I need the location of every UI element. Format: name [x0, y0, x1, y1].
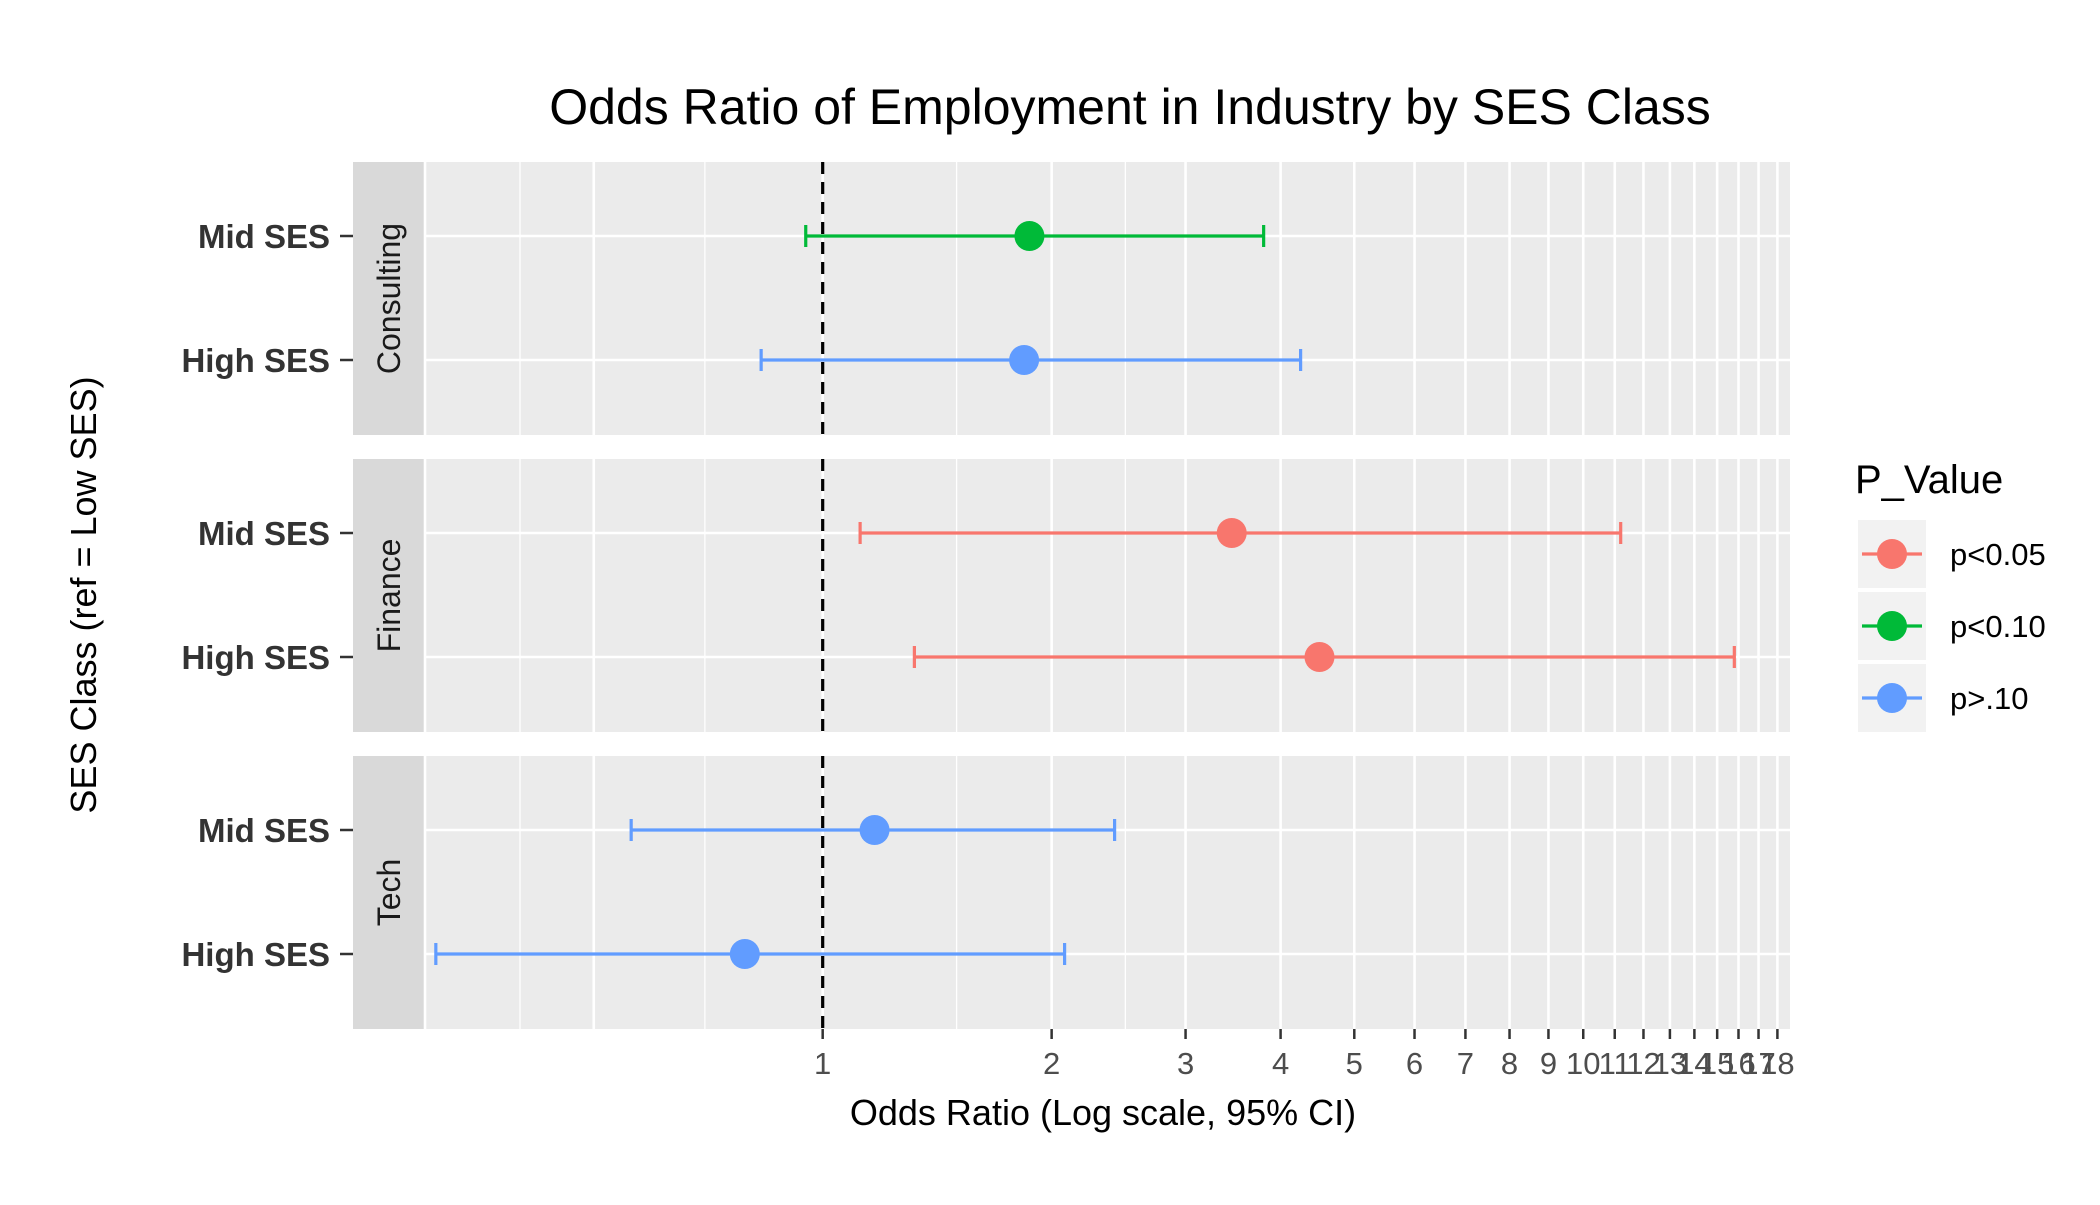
- legend-entry: p<0.05: [1858, 520, 2046, 588]
- odds-ratio-point: [1014, 221, 1045, 251]
- x-tick-label: 16: [1721, 1046, 1755, 1081]
- legend-key-point: [1877, 611, 1907, 641]
- chart-title: Odds Ratio of Employment in Industry by …: [549, 79, 1711, 135]
- odds-ratio-point: [1304, 642, 1335, 672]
- panels-layer: Consulting Mid SES High SES Finance Mid SES H…: [181, 162, 1790, 1029]
- x-tick-label: 15: [1700, 1046, 1734, 1081]
- panel-strip-label: Finance: [371, 539, 407, 653]
- x-tick-label: 11: [1599, 1046, 1631, 1081]
- odds-ratio-point: [729, 939, 760, 969]
- x-tick-label: 17: [1741, 1046, 1775, 1081]
- legend-label: p<0.05: [1950, 537, 2046, 572]
- panel-consulting: Consulting Mid SES High SES: [181, 162, 1790, 435]
- y-tick-label: High SES: [181, 639, 330, 676]
- y-tick-label: Mid SES: [198, 218, 330, 255]
- x-tick-label: 13: [1653, 1046, 1687, 1081]
- odds-ratio-point: [859, 815, 890, 845]
- y-tick-label: High SES: [181, 936, 330, 973]
- panel-tech: Tech Mid SES High SES: [181, 756, 1790, 1029]
- panel-strip-label: Consulting: [371, 223, 407, 374]
- x-tick-label: 14: [1677, 1046, 1711, 1081]
- legend-entry: p<0.10: [1858, 592, 2046, 660]
- odds-ratio-point: [1216, 518, 1247, 548]
- y-tick-label: Mid SES: [198, 812, 330, 849]
- legend-key-point: [1877, 539, 1907, 569]
- y-tick-label: Mid SES: [198, 515, 330, 552]
- legend-entry: p>.10: [1858, 664, 2028, 732]
- legend-title: P_Value: [1855, 458, 2003, 502]
- legend-label: p<0.10: [1950, 609, 2046, 644]
- panel-background: [425, 162, 1790, 435]
- x-tick-label: 12: [1626, 1046, 1660, 1081]
- y-tick-label: High SES: [181, 342, 330, 379]
- x-tick-label: 2: [1043, 1046, 1060, 1081]
- legend-label: p>.10: [1950, 681, 2028, 716]
- panel-strip: [353, 162, 425, 435]
- x-axis-title: Odds Ratio (Log scale, 95% CI): [850, 1092, 1356, 1133]
- panel-strip: [353, 459, 425, 732]
- x-tick-label: 1: [814, 1046, 831, 1081]
- x-tick-label: 9: [1540, 1046, 1557, 1081]
- legend: P_Value p<0.05 p<0.10 p>.10: [1855, 458, 2046, 732]
- panel-background: [425, 756, 1790, 1029]
- panel-strip: [353, 756, 425, 1029]
- x-tick-label: 5: [1346, 1046, 1363, 1081]
- x-tick-label: 10: [1566, 1046, 1600, 1081]
- y-axis-title: SES Class (ref = Low SES): [63, 376, 104, 813]
- x-tick-label: 7: [1457, 1046, 1474, 1081]
- x-tick-label: 18: [1760, 1046, 1794, 1081]
- odds-ratio-point: [1009, 345, 1040, 375]
- x-tick-label: 8: [1501, 1046, 1518, 1081]
- panel-background: [425, 459, 1790, 732]
- x-tick-label: 6: [1406, 1046, 1423, 1081]
- panel-finance: Finance Mid SES High SES: [181, 459, 1790, 732]
- x-tick-label: 3: [1177, 1046, 1194, 1081]
- x-tick-label: 4: [1272, 1046, 1289, 1081]
- panel-strip-label: Tech: [371, 859, 407, 927]
- legend-key-point: [1877, 683, 1907, 713]
